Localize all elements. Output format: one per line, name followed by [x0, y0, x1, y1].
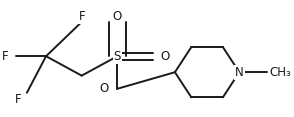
Text: O: O: [99, 82, 108, 95]
Text: F: F: [2, 50, 8, 63]
Text: F: F: [15, 93, 22, 106]
Text: O: O: [161, 50, 170, 63]
Text: N: N: [235, 66, 244, 79]
Text: CH₃: CH₃: [270, 66, 291, 79]
Text: O: O: [113, 10, 122, 23]
Text: S: S: [114, 50, 121, 63]
Text: F: F: [78, 10, 85, 23]
